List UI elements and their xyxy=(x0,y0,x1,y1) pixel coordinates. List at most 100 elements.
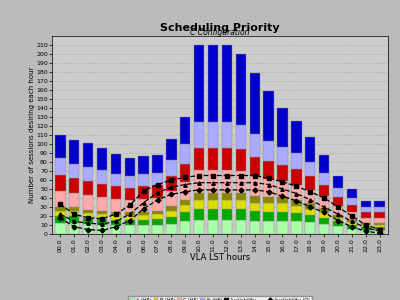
Bar xyxy=(152,225,163,234)
Bar xyxy=(208,220,218,234)
Bar xyxy=(138,225,149,234)
Bar xyxy=(250,202,260,211)
Bar xyxy=(180,200,190,205)
Bar xyxy=(347,225,357,229)
Bar xyxy=(180,212,190,221)
Bar xyxy=(360,201,371,207)
Bar xyxy=(83,143,93,166)
Legend: A (HF), A, B (HF), B, C (HF), C, N (HF), N, Availability, Availability (K), Avai: A (HF), A, B (HF), B, C (HF), C, N (HF),… xyxy=(128,296,312,300)
Bar xyxy=(263,91,274,141)
Bar xyxy=(360,207,371,212)
Bar xyxy=(263,212,274,220)
Bar xyxy=(236,220,246,234)
Bar xyxy=(333,215,343,218)
Bar xyxy=(180,164,190,182)
Bar xyxy=(333,188,343,197)
Bar xyxy=(263,161,274,179)
Bar xyxy=(138,156,149,174)
Bar xyxy=(83,195,93,210)
Bar xyxy=(319,218,329,224)
Bar xyxy=(69,164,80,178)
Bar xyxy=(263,203,274,211)
Bar xyxy=(277,220,288,234)
Title: Scheduling Priority: Scheduling Priority xyxy=(160,23,280,33)
Bar xyxy=(152,214,163,219)
Bar xyxy=(374,227,385,230)
Bar xyxy=(111,215,121,220)
Bar xyxy=(263,141,274,161)
Text: C Configuration: C Configuration xyxy=(190,28,250,37)
Bar xyxy=(152,185,163,198)
Bar xyxy=(277,165,288,181)
Bar xyxy=(180,144,190,164)
Bar xyxy=(277,108,288,147)
Bar xyxy=(291,206,302,213)
Bar xyxy=(194,209,204,220)
Bar xyxy=(124,220,135,225)
Bar xyxy=(97,219,107,225)
Bar xyxy=(124,225,135,234)
Bar xyxy=(222,220,232,234)
Bar xyxy=(194,193,204,200)
Bar xyxy=(319,184,329,196)
Bar xyxy=(152,155,163,173)
Bar xyxy=(124,176,135,188)
Bar xyxy=(55,191,66,207)
Bar xyxy=(124,158,135,176)
Bar xyxy=(180,117,190,144)
Bar xyxy=(97,225,107,234)
Bar xyxy=(374,201,385,207)
Bar xyxy=(166,224,177,234)
X-axis label: VLA LST hours: VLA LST hours xyxy=(190,254,250,262)
Bar xyxy=(374,223,385,225)
Bar xyxy=(194,122,204,148)
Bar xyxy=(291,200,302,206)
Bar xyxy=(360,227,371,230)
Bar xyxy=(194,200,204,209)
Bar xyxy=(55,223,66,234)
Bar xyxy=(374,218,385,223)
Bar xyxy=(166,206,177,211)
Bar xyxy=(69,223,80,234)
Bar xyxy=(305,162,316,176)
Bar xyxy=(208,45,218,122)
Bar xyxy=(83,181,93,195)
Bar xyxy=(124,212,135,215)
Bar xyxy=(83,210,93,213)
Bar xyxy=(208,148,218,170)
Bar xyxy=(333,176,343,188)
Bar xyxy=(347,212,357,220)
Bar xyxy=(69,211,80,216)
Bar xyxy=(208,170,218,193)
Bar xyxy=(55,135,66,158)
Bar xyxy=(236,171,246,193)
Bar xyxy=(291,169,302,184)
Bar xyxy=(305,209,316,215)
Bar xyxy=(291,213,302,221)
Bar xyxy=(111,199,121,211)
Bar xyxy=(222,45,232,122)
Bar xyxy=(305,222,316,234)
Bar xyxy=(250,196,260,203)
Bar xyxy=(236,200,246,209)
Bar xyxy=(222,170,232,193)
Bar xyxy=(374,212,385,218)
Bar xyxy=(55,216,66,223)
Bar xyxy=(360,212,371,218)
Bar xyxy=(236,209,246,220)
Bar xyxy=(166,160,177,176)
Bar xyxy=(97,214,107,219)
Bar xyxy=(319,208,329,212)
Bar xyxy=(250,157,260,176)
Bar xyxy=(347,220,357,222)
Bar xyxy=(124,215,135,220)
Bar xyxy=(180,182,190,200)
Bar xyxy=(166,211,177,217)
Bar xyxy=(305,215,316,222)
Bar xyxy=(236,193,246,200)
Bar xyxy=(166,217,177,224)
Bar xyxy=(69,216,80,223)
Bar xyxy=(250,134,260,157)
Bar xyxy=(222,193,232,200)
Bar xyxy=(124,188,135,200)
